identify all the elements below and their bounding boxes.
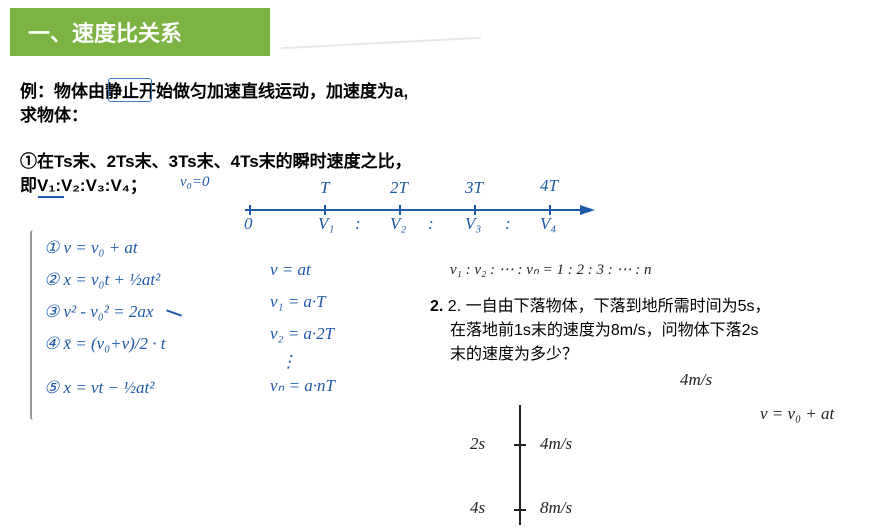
formula-4: ④ x̄ = (v₀+v)/2 · t — [44, 334, 166, 354]
vertical-axis — [500, 400, 540, 530]
p2-v4: 8m/s — [540, 498, 572, 518]
tick-colon2: : — [428, 214, 434, 234]
problem2-line3: 末的速度为多少？ — [450, 344, 578, 366]
boxed-word-jingzhi — [108, 78, 152, 102]
tick-label-3T: 3T — [465, 178, 483, 198]
problem2-num: 2. — [430, 298, 443, 315]
question-1a: ①在Ts末、2Ts末、3Ts末、4Ts末的瞬时速度之比， — [20, 150, 412, 174]
derivation-2: v₁ = a·T — [270, 292, 326, 312]
problem2-line1: 2. 2. 一自由下落物体，下落到地所需时间为5s， — [430, 296, 880, 318]
p2-v2: 4m/s — [540, 434, 572, 454]
tick-label-T: T — [320, 178, 329, 198]
p2-formula: v = v₀ + at — [760, 404, 834, 424]
section-header: 一、速度比关系 — [10, 8, 270, 56]
derivation-3: v₂ = a·2T — [270, 324, 334, 344]
tick-label-v3: V₃ — [465, 214, 481, 234]
problem2-text1: 2. 一自由下落物体，下落到地所需时间为5s， — [448, 298, 771, 315]
formula-5: ⑤ x = vt − ½at² — [44, 378, 154, 398]
example-line2: 求物体： — [20, 104, 88, 128]
tick-label-4T: 4T — [540, 176, 558, 196]
tick-label-v2: V₂ — [390, 214, 406, 234]
tick-label-v1: V₁ — [318, 214, 334, 234]
section-title: 一、速度比关系 — [28, 21, 182, 46]
example-line1: 例：物体由静止开始做匀加速直线运动，加速度为a, — [20, 80, 408, 104]
ratio-result: v₁ : v₂ : ⋯ : vₙ = 1 : 2 : 3 : ⋯ : n — [450, 260, 651, 279]
tick-label-0: 0 — [244, 214, 253, 234]
derivation-dots: ⋮ — [280, 352, 297, 372]
formula-2: ② x = v₀t + ½at² — [44, 270, 160, 290]
p2-t2: 2s — [470, 434, 485, 454]
problem2-line2: 在落地前1s末的速度为8m/s，问物体下落2s — [450, 320, 758, 342]
underline-v1 — [38, 196, 64, 198]
annotation-v0: v₀=0 — [180, 174, 210, 191]
formula-1: ① v = v₀ + at — [44, 238, 138, 258]
tick-label-v4: V₄ — [540, 214, 556, 234]
formula-3: ③ v² - v₀² = 2ax — [44, 302, 153, 322]
p2-t4: 4s — [470, 498, 485, 518]
tick-label-2T: 2T — [390, 178, 408, 198]
tick-colon1: : — [355, 214, 361, 234]
derivation-5: vₙ = a·nT — [270, 376, 335, 396]
page-curl-decoration — [279, 0, 481, 49]
p2-answer-4ms: 4m/s — [680, 370, 712, 390]
question-1b: 即V₁:V₂:V₃:V₄； — [20, 174, 147, 198]
tick-colon3: : — [505, 214, 511, 234]
derivation-1: v = at — [270, 260, 311, 280]
